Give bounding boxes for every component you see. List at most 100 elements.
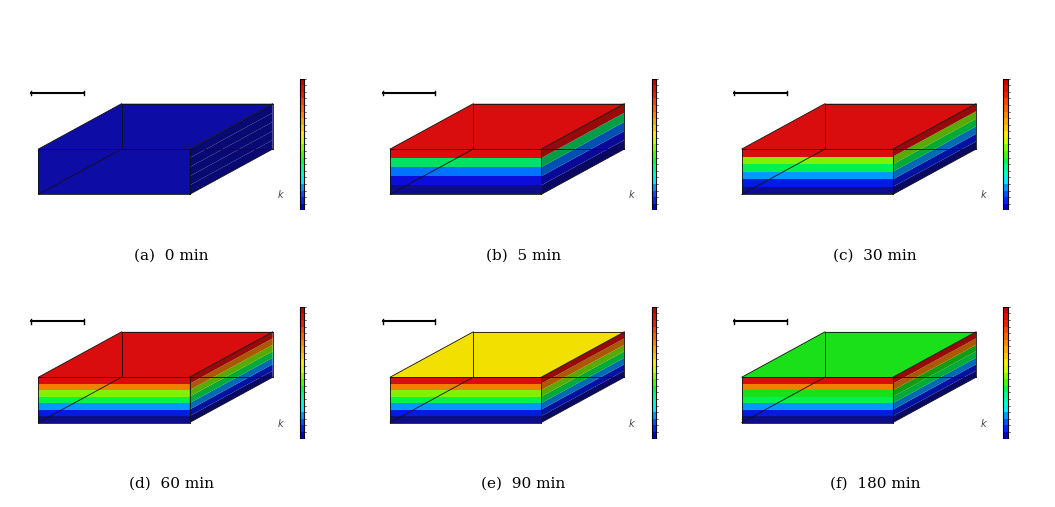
Polygon shape [390,377,541,384]
Polygon shape [742,332,976,377]
Polygon shape [893,111,976,164]
Polygon shape [893,126,976,179]
Bar [1003,125,1008,131]
Bar [652,151,656,158]
Polygon shape [742,164,893,172]
Bar [652,98,656,105]
Bar [300,118,304,125]
Bar [1003,164,1008,171]
Bar [300,79,304,85]
Polygon shape [390,416,541,422]
Polygon shape [893,134,976,187]
Polygon shape [541,371,625,422]
Text: k: k [277,191,283,200]
Bar [300,373,304,379]
Bar [300,346,304,353]
Bar [300,353,304,359]
Polygon shape [190,332,273,384]
Bar [1003,138,1008,144]
Bar [1003,112,1008,118]
Text: k: k [981,419,986,428]
Bar [652,320,656,327]
Bar [652,144,656,151]
Polygon shape [541,358,625,410]
Polygon shape [893,141,976,194]
Polygon shape [742,157,893,164]
Bar [300,171,304,177]
Bar [652,406,656,412]
Polygon shape [38,396,190,403]
Bar [652,197,656,204]
Bar [1003,79,1008,85]
Bar [652,392,656,399]
Bar [300,340,304,346]
Bar [1003,379,1008,386]
Polygon shape [742,149,893,157]
Bar [652,340,656,346]
Bar [300,327,304,333]
Polygon shape [893,358,976,410]
Polygon shape [38,149,190,158]
Bar [1003,419,1008,425]
Bar [652,191,656,197]
Bar [300,105,304,112]
Bar [300,164,304,171]
Bar [652,171,656,177]
Bar [652,164,656,171]
Bar [652,386,656,392]
Polygon shape [190,122,273,176]
Bar [652,313,656,320]
Bar [1003,197,1008,204]
Polygon shape [893,351,976,403]
Bar [652,353,656,359]
Bar [652,131,656,138]
Bar [652,85,656,92]
Polygon shape [541,140,625,194]
Bar [652,177,656,184]
Text: (d)  60 min: (d) 60 min [129,477,214,491]
Bar [300,112,304,118]
Bar [300,197,304,204]
Polygon shape [742,172,893,179]
Polygon shape [893,119,976,172]
Polygon shape [390,149,541,158]
Polygon shape [742,416,893,422]
Polygon shape [390,332,625,377]
Polygon shape [742,187,893,194]
Polygon shape [390,384,541,390]
Polygon shape [38,410,190,416]
Polygon shape [742,104,976,149]
Bar [652,138,656,144]
Bar [1003,98,1008,105]
Polygon shape [390,390,541,396]
Polygon shape [38,416,190,422]
Bar [300,386,304,392]
Bar [300,131,304,138]
Polygon shape [190,113,273,167]
Polygon shape [190,131,273,185]
Polygon shape [541,364,625,416]
Polygon shape [38,403,190,410]
Bar [300,158,304,164]
Polygon shape [742,179,893,187]
Polygon shape [893,338,976,390]
Bar [1003,392,1008,399]
Bar [300,125,304,131]
Bar [1003,399,1008,406]
Bar [652,125,656,131]
Polygon shape [190,338,273,390]
Polygon shape [190,364,273,416]
Polygon shape [541,122,625,176]
Polygon shape [38,104,273,149]
Bar [1003,191,1008,197]
Bar [300,406,304,412]
Bar [300,313,304,320]
Polygon shape [190,140,273,194]
Bar [300,144,304,151]
Polygon shape [190,358,273,410]
Bar [1003,131,1008,138]
Polygon shape [38,185,190,194]
Bar [652,184,656,191]
Bar [1003,353,1008,359]
Polygon shape [390,167,541,176]
